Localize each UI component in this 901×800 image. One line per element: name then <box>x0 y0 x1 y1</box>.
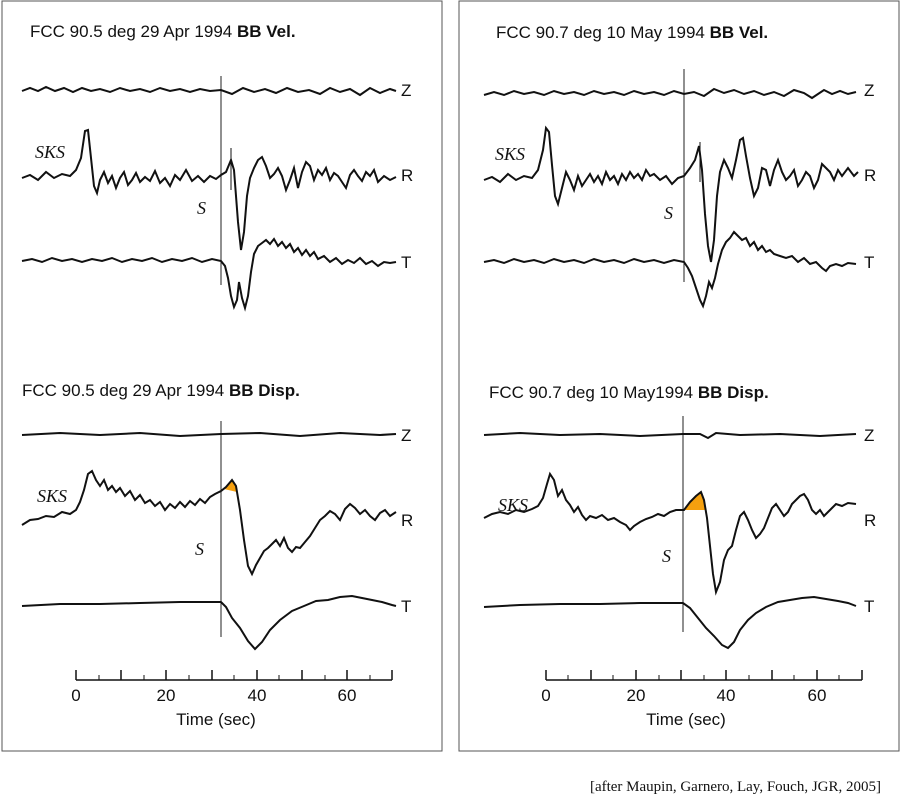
right-disp-t-trace <box>483 595 857 650</box>
left-vel-t-label: T <box>401 253 411 272</box>
right-vel-s-label: S <box>664 203 673 223</box>
left-tick-label-40: 40 <box>248 686 267 705</box>
left-disp-s-label: S <box>195 539 204 559</box>
right-vel-z-trace <box>483 87 857 100</box>
right-tick-label-60: 60 <box>808 686 827 705</box>
left-time-axis: 0 20 40 60 Time (sec) <box>71 670 393 729</box>
left-tick-label-60: 60 <box>338 686 357 705</box>
right-disp-title: FCC 90.7 deg 10 May1994 BB Disp. <box>489 383 769 402</box>
left-vel-title: FCC 90.5 deg 29 Apr 1994 BB Vel. <box>30 22 296 41</box>
right-disp-z-trace <box>483 431 857 440</box>
right-disp-s-label: S <box>662 546 671 566</box>
right-disp-z-label: Z <box>864 426 874 445</box>
left-tick-label-20: 20 <box>157 686 176 705</box>
left-vel-z-trace <box>21 85 397 97</box>
left-vel-z-label: Z <box>401 81 411 100</box>
left-vel-sks-label: SKS <box>35 142 65 162</box>
right-panel: FCC 90.7 deg 10 May 1994 BB Vel. Z SKS R… <box>458 0 900 752</box>
left-disp-title: FCC 90.5 deg 29 Apr 1994 BB Disp. <box>22 381 300 400</box>
right-vel-t-label: T <box>864 253 874 272</box>
right-time-axis: 0 20 40 60 Time (sec) <box>541 670 863 729</box>
left-disp-sks-label: SKS <box>37 486 67 506</box>
left-vel-s-label: S <box>197 198 206 218</box>
left-disp-r-label: R <box>401 511 413 530</box>
right-vel-sks-label: SKS <box>495 144 525 164</box>
left-disp-z-label: Z <box>401 426 411 445</box>
right-axis-title: Time (sec) <box>646 710 726 729</box>
right-tick-label-20: 20 <box>627 686 646 705</box>
left-tick-label-0: 0 <box>71 686 80 705</box>
right-tick-label-0: 0 <box>541 686 550 705</box>
left-axis-title: Time (sec) <box>176 710 256 729</box>
right-panel-frame <box>458 0 900 752</box>
left-disp-r-trace <box>21 469 397 577</box>
right-vel-title: FCC 90.7 deg 10 May 1994 BB Vel. <box>496 23 768 42</box>
right-disp-r-highlight <box>684 492 706 510</box>
right-disp-r-label: R <box>864 511 876 530</box>
left-disp-t-trace <box>21 594 397 651</box>
left-vel-r-label: R <box>401 166 413 185</box>
right-vel-r-label: R <box>864 166 876 185</box>
right-vel-z-label: Z <box>864 81 874 100</box>
left-panel-frame <box>1 0 443 752</box>
left-panel: FCC 90.5 deg 29 Apr 1994 BB Vel. Z SKS R… <box>1 0 443 752</box>
right-disp-sks-label: SKS <box>498 495 528 515</box>
right-vel-r-trace <box>483 125 859 263</box>
left-vel-r-trace <box>21 128 397 251</box>
left-vel-t-trace <box>21 237 397 312</box>
left-disp-z-trace <box>21 431 397 438</box>
right-disp-r-trace <box>483 471 857 596</box>
right-vel-t-trace <box>483 230 857 309</box>
right-tick-label-40: 40 <box>717 686 736 705</box>
left-disp-t-label: T <box>401 597 411 616</box>
citation: [after Maupin, Garnero, Lay, Fouch, JGR,… <box>590 779 881 795</box>
right-disp-t-label: T <box>864 597 874 616</box>
